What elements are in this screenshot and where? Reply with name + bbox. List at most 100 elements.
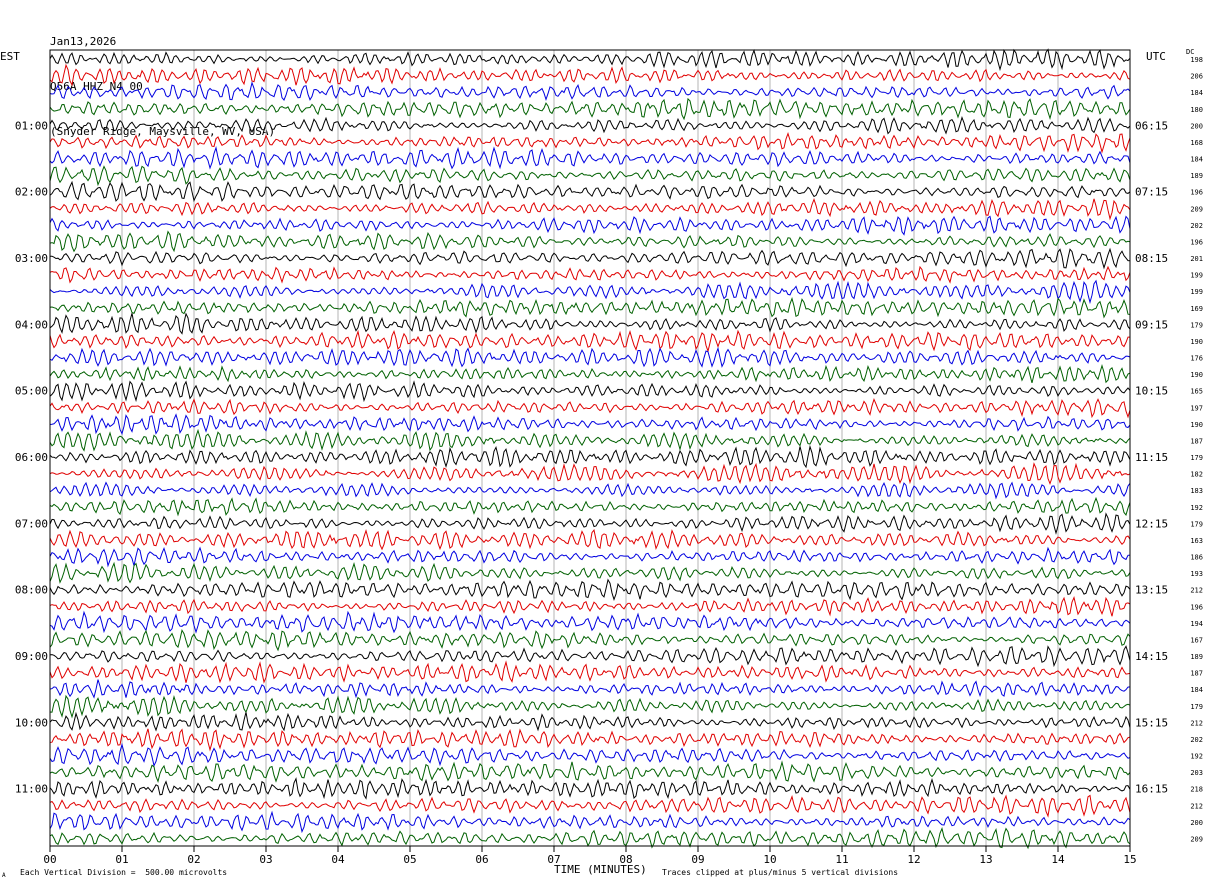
dc-offset-label: 189 [1190,172,1203,180]
left-time-label: 11:00 [15,783,48,796]
dc-offset-label: 189 [1190,653,1203,661]
dc-offset-label: 180 [1190,106,1203,114]
trace-row-1 [49,63,1131,87]
trace-row-39 [49,694,1131,719]
dc-offset-label: 202 [1190,222,1203,230]
trace-row-44 [49,777,1131,800]
trace-row-42 [49,742,1131,768]
dc-offset-label: 179 [1190,321,1203,329]
dc-offset-label: 199 [1190,272,1203,280]
plot-frame [49,49,1131,847]
dc-offset-label: 200 [1190,819,1203,827]
right-time-label: 07:15 [1135,186,1168,199]
left-time-label: 02:00 [15,186,48,199]
trace-row-20 [49,380,1131,403]
left-time-label: 08:00 [15,584,48,597]
dc-offset-label: 197 [1190,404,1203,412]
right-time-label: 09:15 [1135,318,1168,331]
utc-axis-title: UTC [1146,50,1166,63]
clip-note: Traces clipped at plus/minus 5 vertical … [662,868,899,877]
dc-offset-label: 183 [1190,487,1203,495]
dc-offset-label: 212 [1190,719,1203,727]
dc-offset-label: 179 [1190,520,1203,528]
trace-row-35 [49,628,1131,652]
trace-row-24 [49,444,1131,469]
dc-offset-label: 190 [1190,338,1203,346]
trace-row-18 [49,346,1131,368]
dc-offset-label: 187 [1190,437,1203,445]
left-time-label: 10:00 [15,716,48,729]
dc-offset-label: 196 [1190,603,1203,611]
dc-offset-label: 169 [1190,305,1203,313]
date-label: Jan13,2026 [50,35,117,48]
trace-row-4 [49,116,1131,135]
trace-row-10 [49,215,1131,236]
x-tick-label: 13 [979,853,992,866]
left-time-label: 06:00 [15,451,48,464]
scale-note: Each Vertical Division = 500.00 microvol… [20,868,228,877]
dc-offset-label: 176 [1190,355,1203,363]
trace-row-14 [49,279,1131,305]
trace-row-12 [49,247,1131,270]
trace-row-30 [49,546,1131,568]
dc-offset-label: 190 [1190,421,1203,429]
dc-offset-label: 193 [1190,570,1203,578]
dc-offset-label: 184 [1190,89,1203,97]
x-tick-label: 07 [547,853,560,866]
x-tick-label: 02 [187,853,200,866]
dc-offset-label: 192 [1190,504,1203,512]
dc-offset-label: 167 [1190,636,1203,644]
left-time-label: 04:00 [15,318,48,331]
right-time-label: 06:15 [1135,119,1168,132]
location-label: (Snyder Ridge, Maysville, WV, USA) [50,125,276,138]
trace-row-17 [49,329,1130,353]
trace-row-7 [49,165,1131,187]
trace-row-15 [49,296,1131,319]
dc-offset-label: 196 [1190,189,1203,197]
dc-offset-label: 202 [1190,736,1203,744]
right-time-label: 16:15 [1135,783,1168,796]
trace-row-23 [49,428,1131,452]
est-axis-title: EST [0,50,20,63]
right-time-label: 10:15 [1135,385,1168,398]
dc-offset-label: 212 [1190,587,1203,595]
dc-offset-label: 163 [1190,537,1203,545]
trace-row-26 [49,481,1131,500]
x-tick-label: 05 [403,853,416,866]
x-tick-label: 10 [763,853,776,866]
left-time-label: 01:00 [15,119,48,132]
trace-row-31 [49,561,1131,584]
x-tick-label: 01 [115,853,128,866]
trace-row-9 [49,198,1131,221]
right-time-label: 12:15 [1135,517,1168,530]
left-time-label: 09:00 [15,650,48,663]
dc-offset-label: 194 [1190,620,1203,628]
x-tick-label: 08 [619,853,632,866]
left-time-label: 07:00 [15,517,48,530]
x-tick-label: 03 [259,853,272,866]
trace-row-2 [49,81,1131,101]
x-tick-label: 04 [331,853,345,866]
plot-header: Jan13,2026 Q56A HHZ N4 00 (Snyder Ridge,… [50,4,275,154]
dc-offset-label: 184 [1190,686,1203,694]
right-time-label: 14:15 [1135,650,1168,663]
x-tick-label: 06 [475,853,488,866]
trace-row-27 [49,496,1131,517]
left-time-label: 05:00 [15,385,48,398]
trace-row-32 [49,578,1131,601]
dc-offset-label: 192 [1190,753,1203,761]
trace-row-19 [49,363,1131,384]
x-tick-label: 09 [691,853,704,866]
x-tick-label: 15 [1123,853,1136,866]
trace-row-28 [49,512,1131,535]
trace-row-25 [49,462,1131,486]
dc-offset-label: 196 [1190,238,1203,246]
trace-row-29 [49,528,1131,551]
trace-row-36 [49,645,1131,668]
trace-row-45 [49,794,1131,818]
trace-row-46 [49,810,1131,834]
right-time-label: 13:15 [1135,584,1168,597]
dc-offset-label: 209 [1190,835,1203,843]
trace-row-5 [49,132,1131,154]
